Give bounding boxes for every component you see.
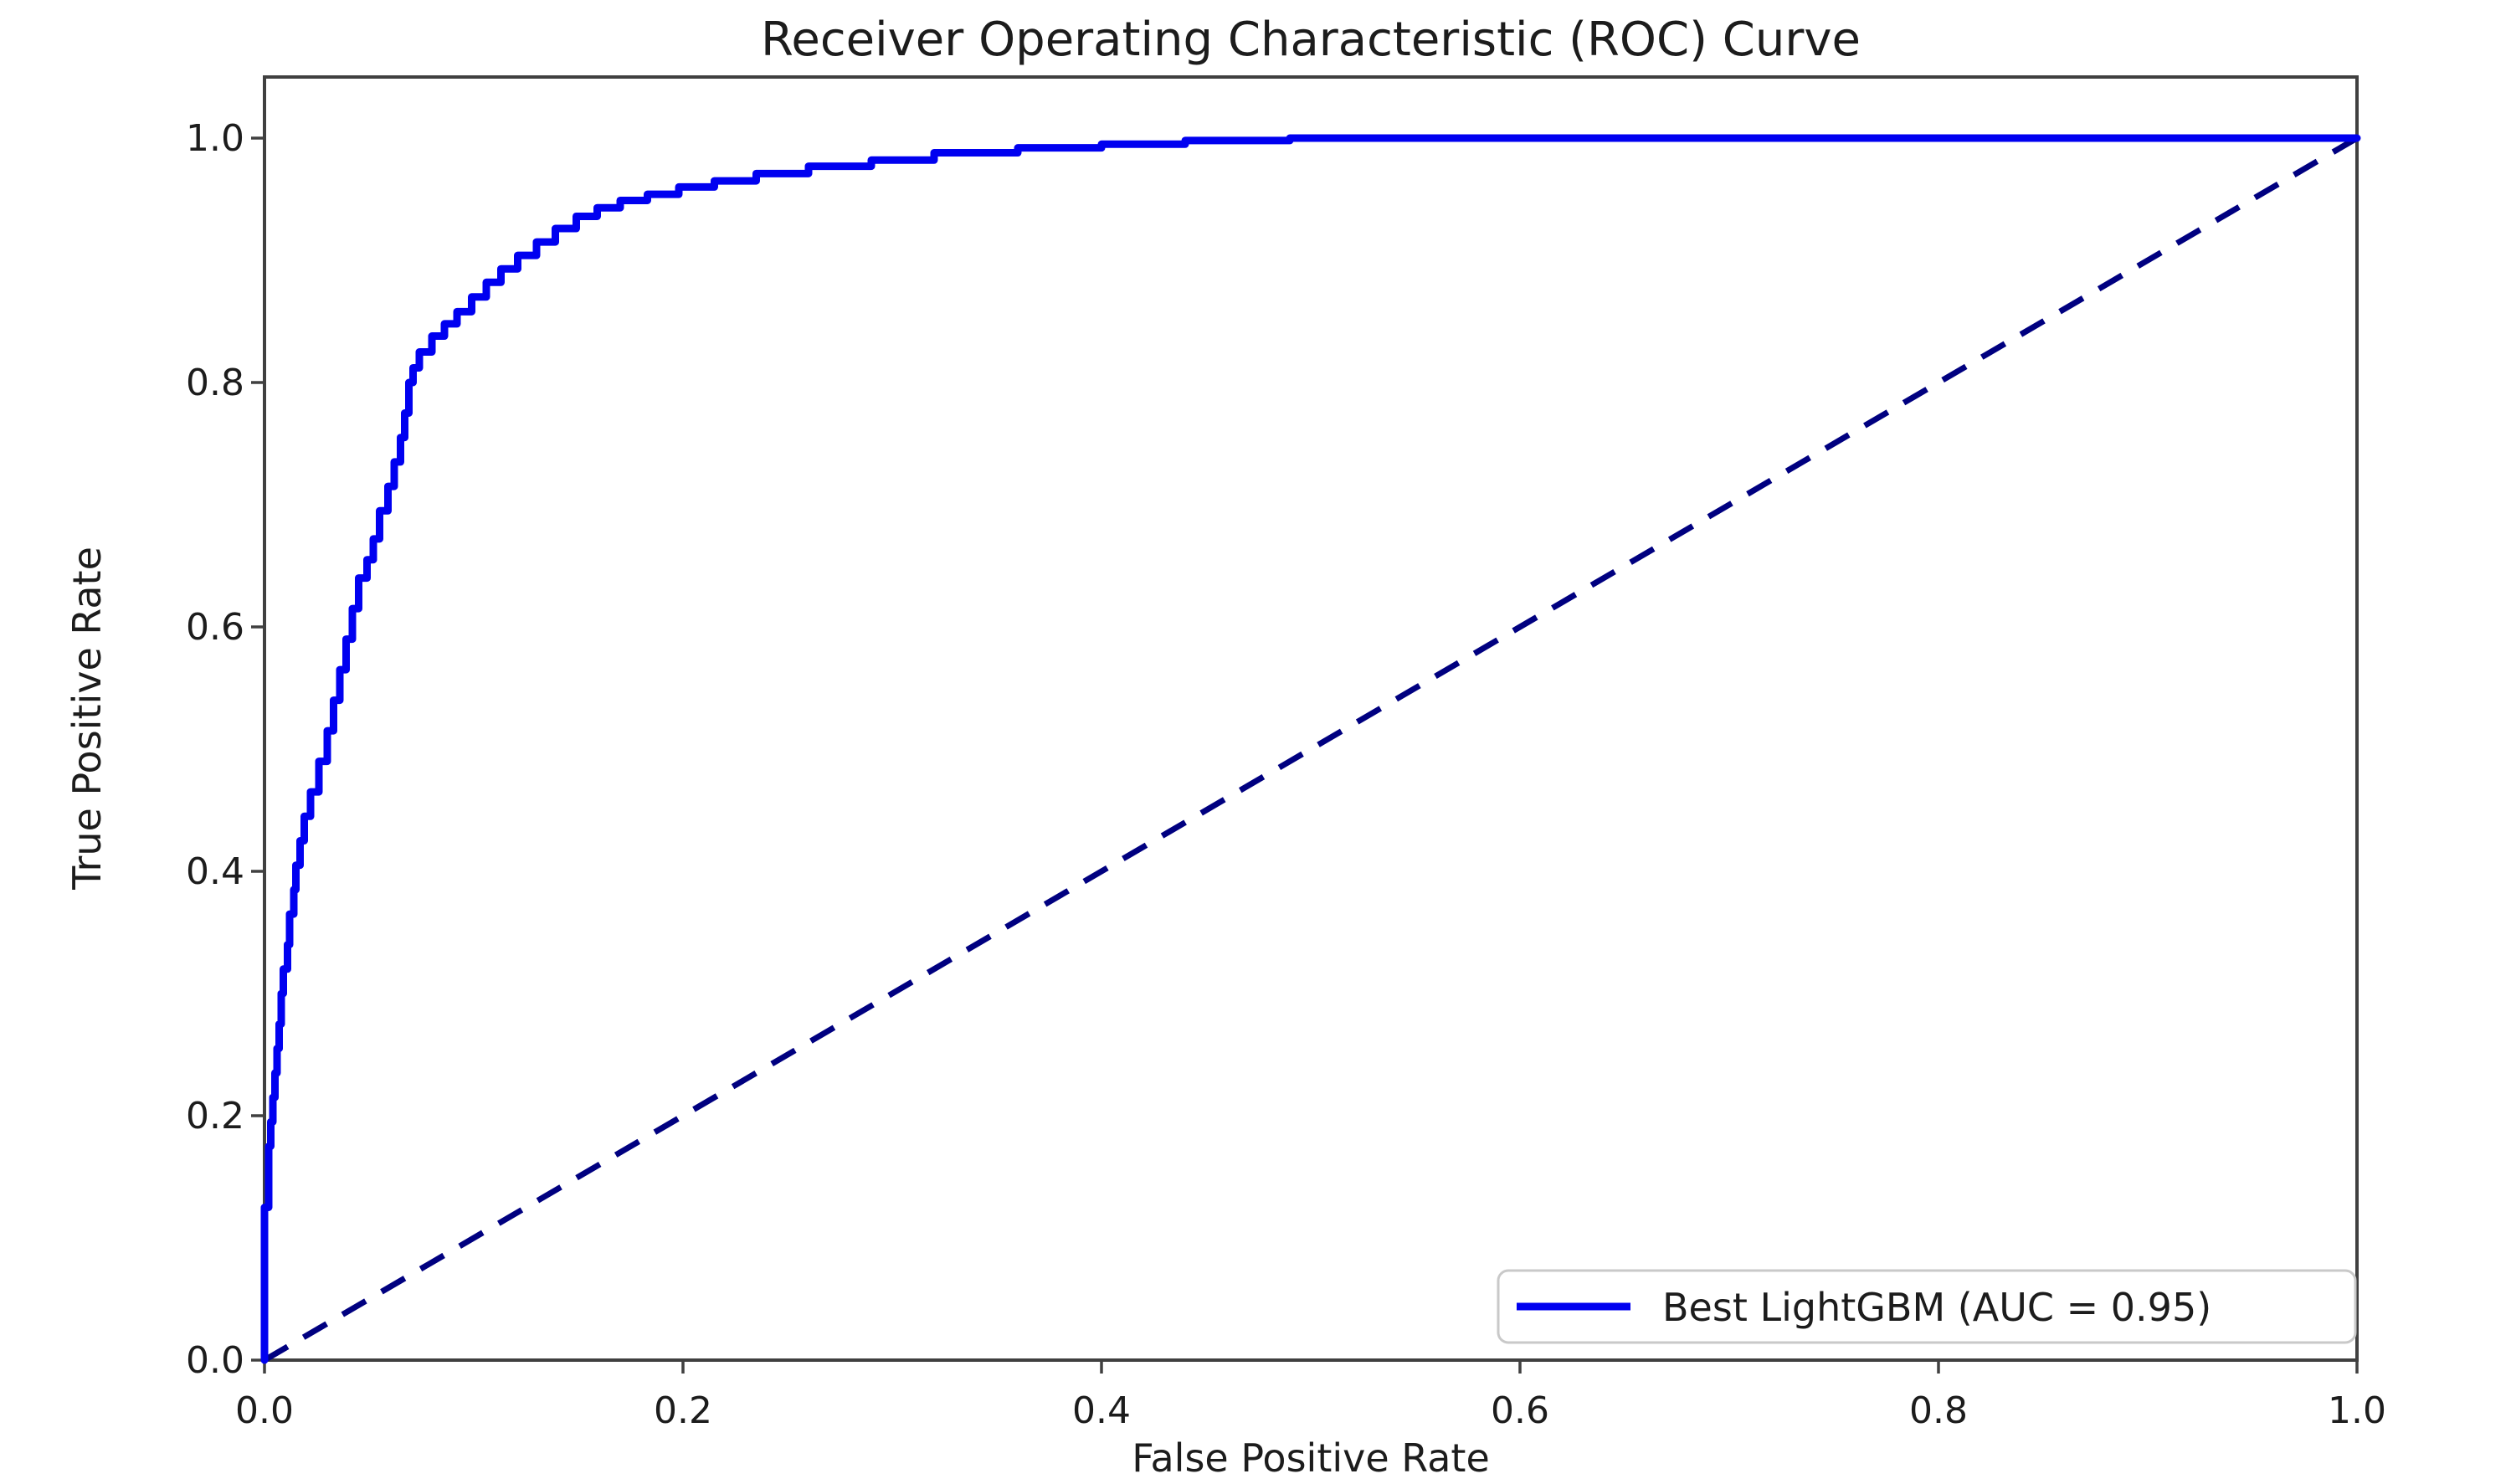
legend-label: Best LightGBM (AUC = 0.95) — [1662, 1285, 2211, 1330]
x-axis-label: False Positive Rate — [1132, 1435, 1490, 1481]
x-tick-label: 0.4 — [1072, 1389, 1131, 1432]
roc-curve — [260, 134, 2361, 1364]
chance-diagonal-line — [263, 135, 2359, 1363]
x-tick-label: 0.0 — [235, 1389, 294, 1432]
plot-area-spines — [263, 75, 2359, 1362]
y-tick-label: 1.0 — [186, 117, 244, 160]
x-axis-ticks: 0.0 0.2 0.4 0.6 0.8 1.0 — [235, 1360, 2386, 1432]
y-tick-label: 0.2 — [186, 1095, 244, 1137]
x-tick-label: 0.8 — [1909, 1389, 1968, 1432]
y-tick-label: 0.6 — [186, 606, 244, 649]
y-tick-label: 0.4 — [186, 850, 244, 893]
x-tick-label: 0.2 — [654, 1389, 712, 1432]
legend: Best LightGBM (AUC = 0.95) — [1497, 1269, 2357, 1344]
y-tick-label: 0.8 — [186, 362, 244, 404]
chart-title: Receiver Operating Characteristic (ROC) … — [761, 13, 1861, 67]
y-axis-label: True Positive Rate — [64, 547, 110, 891]
y-tick-label: 0.0 — [186, 1339, 244, 1382]
x-tick-label: 1.0 — [2328, 1389, 2386, 1432]
legend-box — [1497, 1269, 2357, 1344]
y-axis-ticks: 0.0 0.2 0.4 0.6 0.8 1.0 — [186, 117, 264, 1382]
x-tick-label: 0.6 — [1491, 1389, 1549, 1432]
